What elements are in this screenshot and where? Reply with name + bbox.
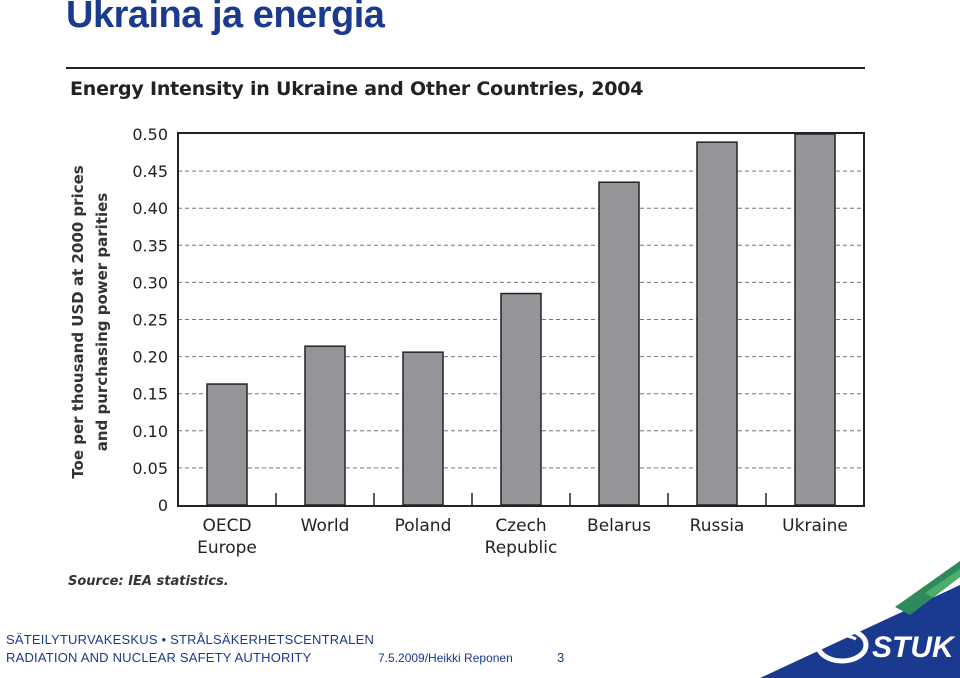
x-tick-label: Czech Republic — [485, 516, 558, 558]
page-number: 3 — [557, 650, 565, 665]
green-stripe-light — [925, 569, 960, 597]
y-tick-label: 0.35 — [132, 236, 168, 255]
y-tick-label: 0.30 — [132, 273, 168, 292]
y-tick-label: 0.10 — [132, 422, 168, 441]
y-tick-label: 0.40 — [132, 199, 168, 218]
plot-frame — [177, 132, 865, 507]
y-tick-label: 0.15 — [132, 385, 168, 404]
y-tick-label: 0 — [158, 496, 168, 515]
stuk-logo-icon — [815, 626, 869, 664]
y-tick-labels: 0 0.05 0.10 0.15 0.20 0.25 0.30 0.35 0.40 0.45 0.5… — [132, 125, 168, 515]
x-tick-label: Poland — [395, 516, 452, 536]
bar — [402, 351, 444, 506]
x-tick-label: Ukraine — [782, 516, 848, 536]
chart-title: Energy Intensity in Ukraine and Other Co… — [70, 78, 644, 100]
bar — [598, 181, 640, 506]
y-axis-label: Toe per thousand USD at 2000 prices and … — [66, 165, 114, 478]
y-tick-label: 0.45 — [132, 162, 168, 181]
y-tick-label: 0.25 — [132, 311, 168, 330]
green-stripe — [895, 561, 960, 615]
slide-title: Ukraina ja energia — [66, 0, 385, 36]
x-tick-label: Belarus — [587, 516, 651, 536]
source-note: Source: IEA statistics. — [68, 574, 229, 589]
footer-org-name: SÄTEILYTURVAKESKUS • STRÅLSÄKERHETSCENTR… — [6, 632, 375, 647]
y-tick-label: 0.05 — [132, 459, 168, 478]
y-axis-label-wrap: Toe per thousand USD at 2000 prices and … — [64, 165, 116, 478]
bar — [500, 292, 542, 506]
y-axis-label-line2: and purchasing power parities — [93, 192, 111, 452]
y-axis-label-line1: Toe per thousand USD at 2000 prices — [69, 165, 87, 479]
x-tick-labels: OECD Europe World Poland Czech Republic Belaru… — [197, 516, 848, 558]
bar — [696, 141, 738, 506]
y-tick-label: 0.50 — [132, 125, 168, 144]
stuk-footer-graphic: STUK — [760, 561, 960, 678]
stuk-logo-swoosh — [827, 634, 857, 643]
x-tick-label: OECD Europe — [197, 516, 257, 558]
chart-canvas: 0 0.05 0.10 0.15 0.20 0.25 0.30 0.35 0.40 0.45 0.5… — [66, 67, 865, 558]
x-tick-label: World — [301, 516, 350, 536]
bar — [206, 383, 248, 506]
bar — [794, 133, 836, 506]
bar — [304, 345, 346, 506]
footer-org-english: RADIATION AND NUCLEAR SAFETY AUTHORITY — [6, 650, 312, 665]
footer-date-author: 7.5.2009/Heikki Reponen — [378, 651, 513, 665]
bars — [206, 133, 836, 506]
x-tick-label: Russia — [690, 516, 745, 536]
stuk-logo-text: STUK — [872, 631, 956, 664]
energy-intensity-chart: 0 0.05 0.10 0.15 0.20 0.25 0.30 0.35 0.40 0.45 0.5… — [64, 67, 865, 589]
y-tick-label: 0.20 — [132, 348, 168, 367]
